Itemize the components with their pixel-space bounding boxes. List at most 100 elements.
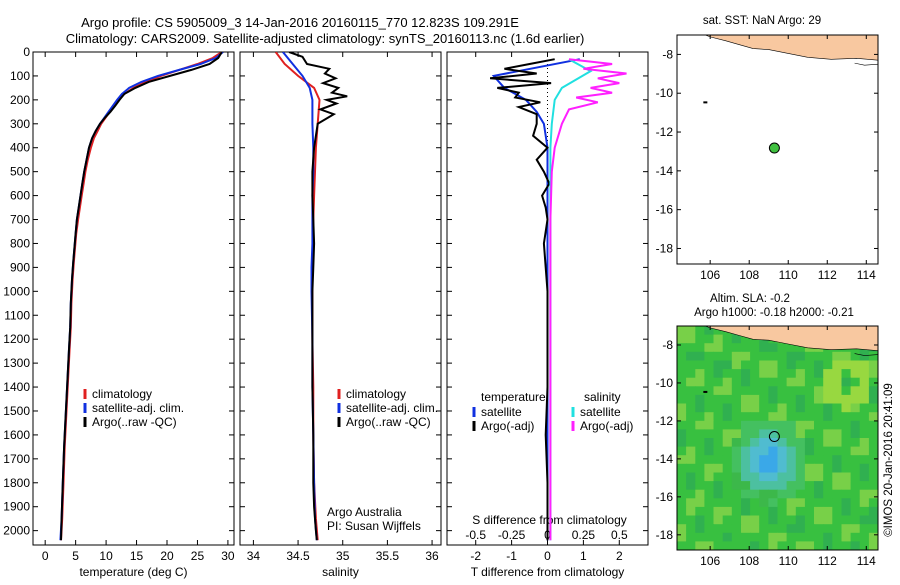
map-y-tick-label: -16 (656, 203, 674, 217)
anomaly-cell (814, 524, 824, 534)
anomaly-cell (850, 481, 861, 491)
anomaly-cell (777, 532, 788, 542)
anomaly-cell (704, 498, 714, 508)
anomaly-cell (750, 446, 760, 456)
anomaly-cell (850, 412, 861, 422)
anomaly-cell (777, 498, 788, 508)
anomaly-cell (786, 532, 797, 542)
anomaly-cell (731, 446, 742, 456)
anomaly-cell (859, 532, 870, 542)
anomaly-cell (704, 541, 714, 550)
anomaly-cell (695, 429, 705, 439)
x-axis-label: temperature (deg C) (79, 565, 187, 579)
anomaly-cell (686, 334, 696, 344)
anomaly-cell (768, 481, 778, 491)
anomaly-cell (823, 420, 833, 430)
anomaly-cell (795, 532, 806, 542)
anomaly-cell (814, 455, 824, 465)
anomaly-cell (777, 360, 788, 370)
anomaly-cell (722, 377, 733, 387)
anomaly-cell (722, 386, 733, 396)
anomaly-cell (832, 524, 842, 534)
anomaly-cell (868, 472, 878, 482)
anomaly-cell (841, 403, 852, 413)
map-x-tick-label: 108 (739, 554, 759, 568)
anomaly-cell (704, 343, 714, 353)
anomaly-cell (759, 455, 769, 465)
anomaly-cell (804, 438, 815, 448)
anomaly-cell (777, 343, 788, 353)
legend-label: Argo(..raw -QC) (346, 415, 431, 429)
anomaly-cell (841, 412, 852, 422)
map-bottom-title-line1: Altim. SLA: -0.2 (710, 293, 790, 305)
anomaly-cell (795, 429, 806, 439)
anomaly-cell (704, 524, 714, 534)
anomaly-cell (768, 446, 778, 456)
anomaly-cell (686, 360, 696, 370)
y-tick-label: 1700 (3, 452, 30, 466)
anomaly-cell (786, 386, 797, 396)
map-panel-map_top: 106 108 110 112 114 -8 -10 -12 -14 -16 -18 (656, 34, 879, 282)
anomaly-cell (759, 360, 769, 370)
anomaly-cell (795, 394, 806, 404)
anomaly-cell (850, 403, 861, 413)
anomaly-cell (686, 489, 696, 499)
anomaly-cell (859, 524, 870, 534)
series-line-salinity-argo-adj- (549, 58, 627, 541)
anomaly-cell (677, 360, 687, 370)
anomaly-cell (868, 377, 878, 387)
anomaly-cell (677, 489, 687, 499)
anomaly-cell (741, 412, 751, 422)
anomaly-cell (823, 455, 833, 465)
anomaly-cell (686, 532, 696, 542)
anomaly-cell (686, 326, 696, 336)
annotation-text: Argo Australia (327, 505, 402, 519)
anomaly-cell (804, 515, 815, 525)
anomaly-cell (713, 420, 724, 430)
annotation-text: PI: Susan Wijffels (327, 519, 421, 533)
anomaly-cell (759, 351, 769, 361)
anomaly-cell (741, 498, 751, 508)
x-tick-label: 35.5 (376, 549, 400, 563)
anomaly-cell (722, 369, 733, 379)
legend-label: Argo(..raw -QC) (92, 415, 177, 429)
anomaly-cell (868, 394, 878, 404)
anomaly-cell (722, 455, 733, 465)
anomaly-cell (832, 481, 842, 491)
x-tick-label: 30 (221, 549, 235, 563)
anomaly-cell (731, 463, 742, 473)
map-x-tick-label: 114 (857, 268, 876, 282)
anomaly-cell (814, 420, 824, 430)
anomaly-cell (841, 446, 852, 456)
anomaly-cell (823, 515, 833, 525)
anomaly-cell (704, 455, 714, 465)
anomaly-cell (832, 394, 842, 404)
anomaly-cell (804, 369, 815, 379)
anomaly-cell (722, 446, 733, 456)
anomaly-cell (786, 472, 797, 482)
anomaly-cell (786, 420, 797, 430)
anomaly-cell (759, 463, 769, 473)
anomaly-cell (750, 386, 760, 396)
anomaly-cell (859, 351, 870, 361)
anomaly-cell (823, 489, 833, 499)
anomaly-cell (777, 541, 788, 550)
anomaly-cell (850, 515, 861, 525)
anomaly-cell (731, 532, 742, 542)
anomaly-cell (741, 489, 751, 499)
anomaly-cell (677, 343, 687, 353)
anomaly-cell (850, 541, 861, 550)
anomaly-cell (713, 360, 724, 370)
anomaly-cell (722, 394, 733, 404)
anomaly-cell (868, 360, 878, 370)
anomaly-cell (832, 463, 842, 473)
anomaly-cell (704, 420, 714, 430)
y-tick-label: 300 (10, 117, 30, 131)
anomaly-cell (859, 481, 870, 491)
anomaly-cell (704, 463, 714, 473)
anomaly-cell (704, 351, 714, 361)
anomaly-cell (731, 506, 742, 516)
anomaly-cell (823, 351, 833, 361)
anomaly-cell (686, 429, 696, 439)
anomaly-cell (704, 481, 714, 491)
